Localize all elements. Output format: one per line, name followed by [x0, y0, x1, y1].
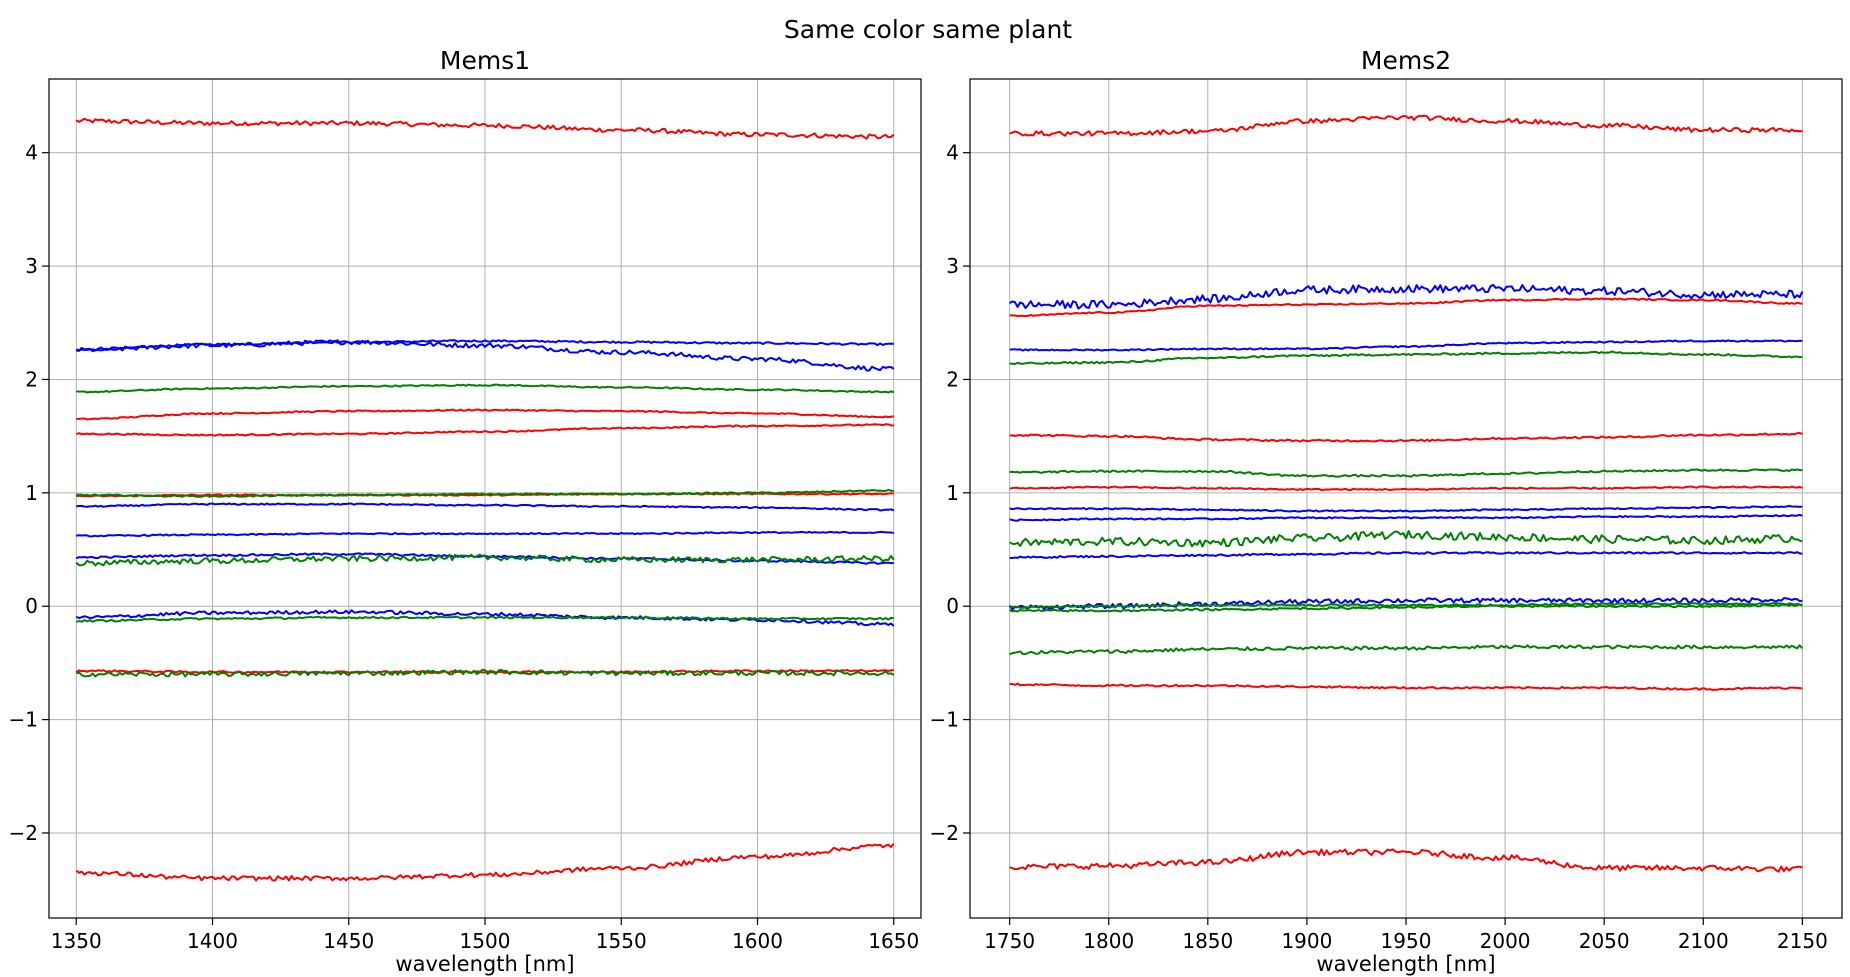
series-line-11 [75, 553, 895, 567]
series-line-0 [1009, 114, 1803, 137]
series-line-9 [76, 530, 894, 538]
y-tick-label: 1 [946, 481, 959, 505]
y-tick-label: 3 [25, 254, 38, 278]
y-tick-label: 2 [946, 367, 959, 391]
x-axis-label: wavelength [nm] [1316, 952, 1495, 976]
series-line-13 [75, 615, 894, 623]
y-tick-label: 3 [946, 254, 959, 278]
series-line-3 [1009, 339, 1803, 352]
y-tick-label: −1 [9, 708, 38, 732]
series-line-4 [76, 408, 894, 421]
series-line-1 [1009, 283, 1804, 310]
series-line-4 [1009, 350, 1803, 366]
x-tick-label: 1900 [1281, 929, 1332, 953]
x-tick-label: 2100 [1678, 929, 1729, 953]
panel-title: Mems2 [1361, 46, 1451, 75]
x-tick-label: 2000 [1480, 929, 1531, 953]
y-tick-label: 4 [946, 141, 959, 165]
series-line-10 [1009, 529, 1803, 548]
series-line-3 [76, 383, 895, 394]
panel-mems2: 1750 1800 1850 1900 1950 2000 2050 2100 2150 −2 −1… [930, 46, 1843, 976]
x-tick-label: 1600 [732, 929, 783, 953]
series-line-12 [75, 609, 895, 627]
series-line-2 [1009, 297, 1803, 318]
series-line-17 [1009, 848, 1803, 873]
x-tick-label: 1800 [1083, 929, 1134, 953]
series-line-15 [1009, 644, 1804, 656]
y-tick-label: 1 [25, 481, 38, 505]
x-tick-label: 1850 [1182, 929, 1233, 953]
series-line-0 [75, 117, 895, 140]
series-line-16 [75, 843, 895, 882]
series-line-2 [76, 339, 895, 372]
panel-mems1: 1350 1400 1450 1500 1550 1600 1650 −2 −1 0 1 2 3 4 Mem… [9, 46, 922, 976]
series-line-14 [1009, 603, 1803, 613]
series-line-1 [76, 339, 894, 352]
x-tick-label: 1650 [868, 929, 919, 953]
x-tick-label: 1750 [984, 929, 1035, 953]
series-line-5 [1009, 432, 1803, 443]
x-tick-label: 1550 [596, 929, 647, 953]
x-tick-label: 1450 [323, 929, 374, 953]
series-line-6 [1009, 468, 1803, 478]
y-tick-label: 4 [25, 141, 38, 165]
y-tick-label: 0 [25, 594, 38, 618]
series-line-7 [76, 488, 894, 498]
x-axis-label: wavelength [nm] [395, 952, 574, 976]
series-line-8 [1009, 504, 1803, 513]
y-tick-label: 2 [25, 367, 38, 391]
y-tick-label: −2 [9, 821, 38, 845]
x-tick-label: 1400 [187, 929, 238, 953]
series-line-11 [1009, 551, 1803, 560]
y-tick-label: −1 [930, 708, 959, 732]
series-line-8 [76, 502, 895, 512]
series-line-16 [1009, 682, 1803, 691]
series-line-13 [1009, 602, 1803, 609]
series-line-15 [75, 668, 895, 678]
series-line-5 [75, 423, 894, 437]
figure-suptitle: Same color same plant [784, 15, 1072, 44]
x-tick-label: 1350 [51, 929, 102, 953]
x-tick-label: 1500 [460, 929, 511, 953]
series-line-7 [1009, 485, 1803, 492]
panel-title: Mems1 [440, 46, 530, 75]
x-tick-label: 1950 [1381, 929, 1432, 953]
x-tick-label: 2150 [1777, 929, 1828, 953]
series-line-9 [1009, 513, 1803, 522]
y-tick-label: 0 [946, 594, 959, 618]
y-tick-label: −2 [930, 821, 959, 845]
x-tick-label: 2050 [1579, 929, 1630, 953]
